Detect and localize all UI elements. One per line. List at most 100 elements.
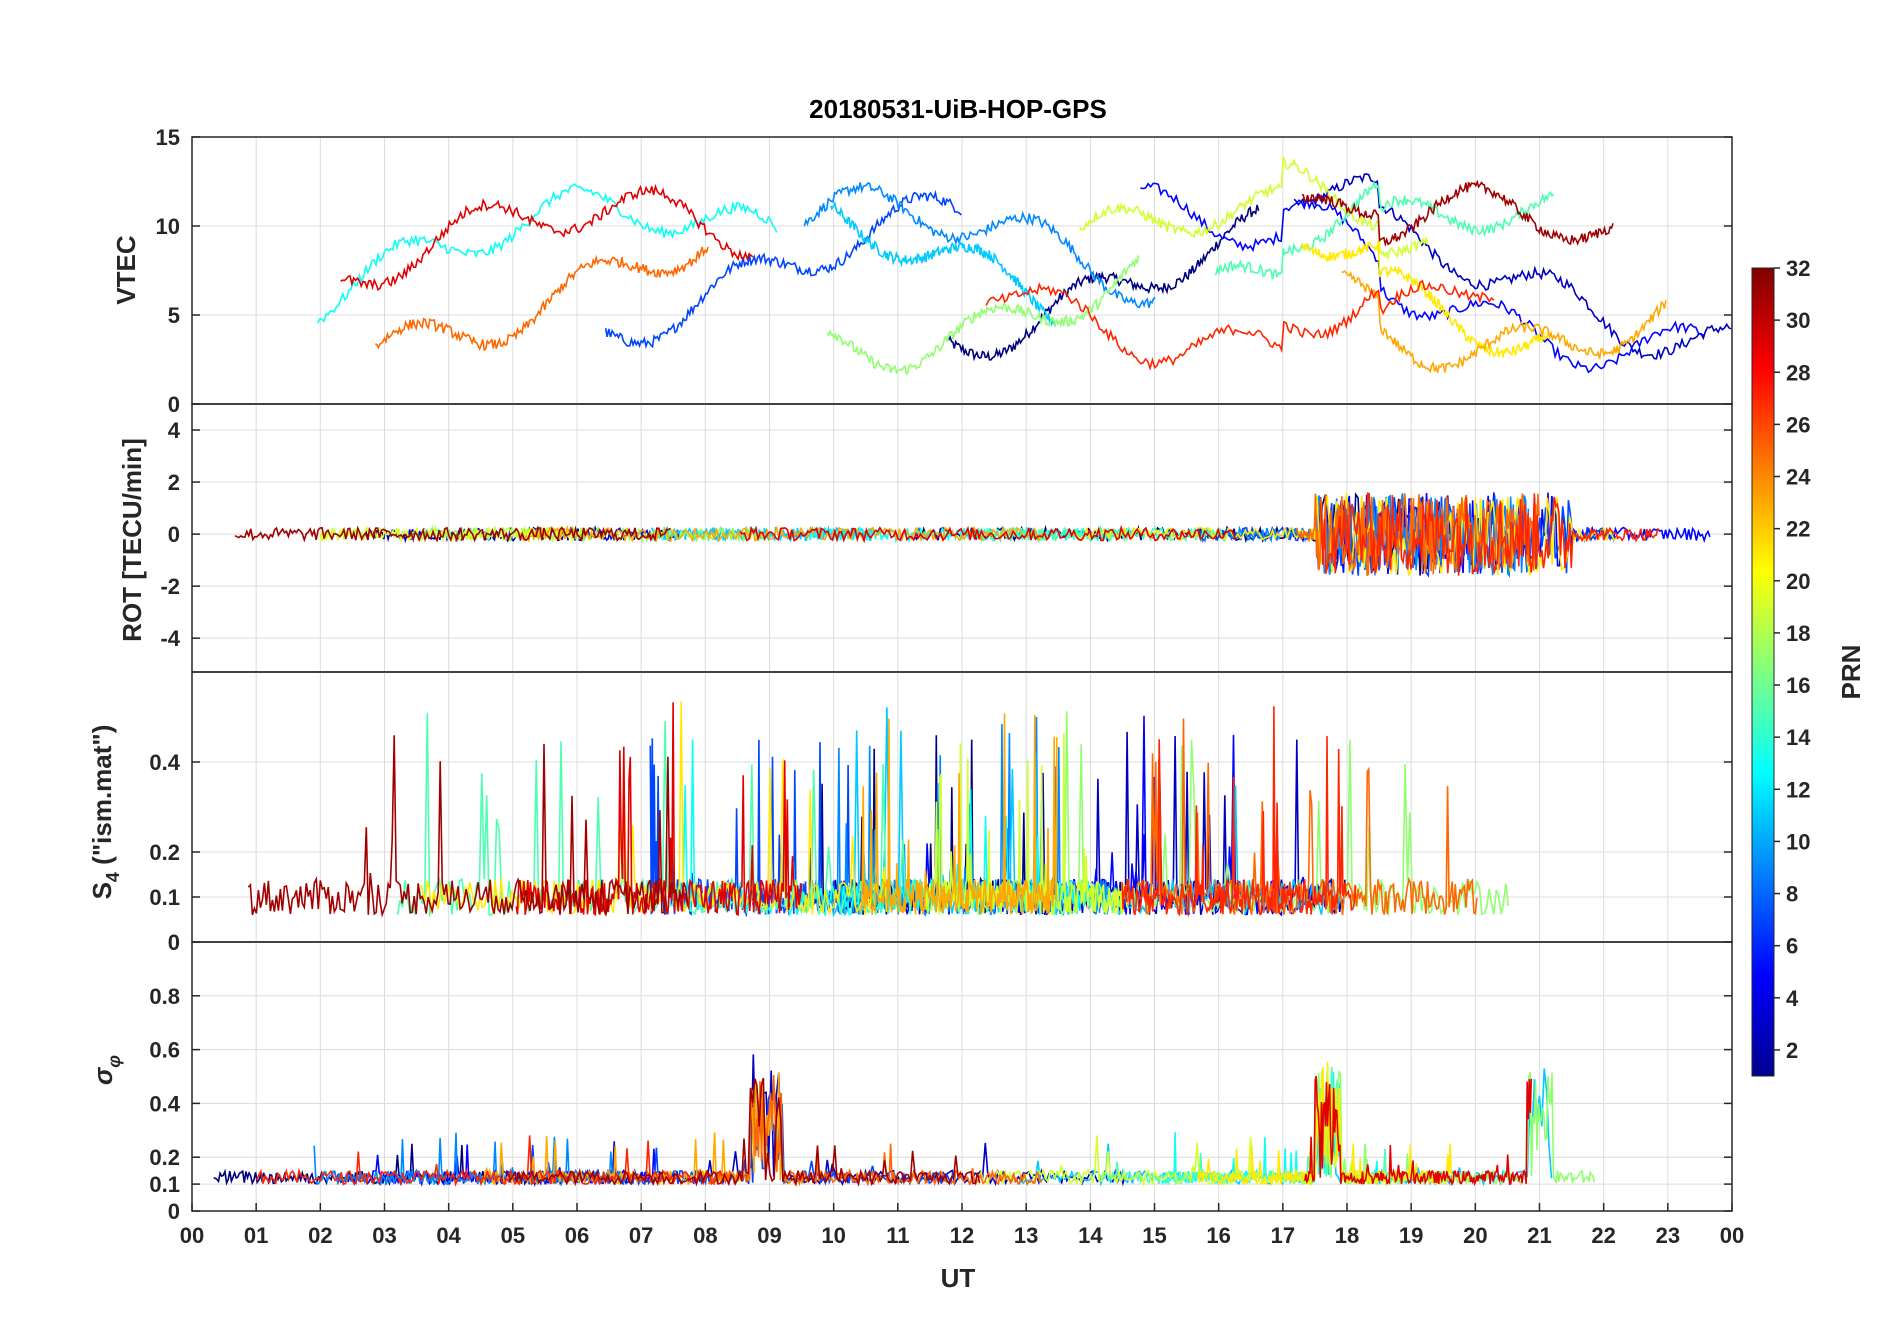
trace-prn [1304, 1075, 1533, 1187]
x-tick-label: 23 [1656, 1223, 1680, 1248]
trace-prn [860, 713, 1058, 915]
x-tick-label: 17 [1271, 1223, 1295, 1248]
s4-ylabel-main: S [87, 882, 117, 899]
x-tick-label: 04 [436, 1223, 461, 1248]
panel-sigma_phi: 00.10.2 0.4 0.6 0.8 [149, 941, 1733, 1224]
trace-prn [985, 279, 1495, 371]
colorbar-tick-label: 20 [1786, 569, 1810, 594]
x-tick-label: 15 [1142, 1223, 1166, 1248]
s4-ylabel-sub: 4 [103, 872, 123, 882]
x-tick-label: 16 [1206, 1223, 1230, 1248]
y-tick-label: 0.4 [149, 1091, 180, 1116]
trace-prn [503, 1077, 981, 1187]
y-tick-label: 0 [168, 1199, 180, 1224]
trace-prn [1214, 179, 1555, 280]
s4-ylabel-rest: ("ism.mat") [87, 725, 117, 872]
y-tick-label: 5 [168, 303, 180, 328]
y-tick-label: 4 [168, 418, 181, 443]
trace-prn [1319, 492, 1660, 576]
x-tick-label: 00 [180, 1223, 204, 1248]
trace-prn [830, 200, 1057, 328]
x-tick-label: 08 [693, 1223, 717, 1248]
vtec-ylabel: VTEC [111, 235, 141, 305]
y-tick-label: 0.6 [149, 1038, 180, 1063]
panel-s4: 0 0.1 0.2 0.4 [149, 671, 1733, 955]
trace-prn [396, 713, 944, 918]
trace-prn [1121, 706, 1357, 918]
x-tick-label: 01 [244, 1223, 268, 1248]
colorbar-tick-label: 14 [1786, 725, 1811, 750]
colorbar-tick-label: 24 [1786, 465, 1811, 490]
colorbar-tick-label: 22 [1786, 517, 1810, 542]
trace-prn [255, 1135, 723, 1187]
y-tick-label: 2 [168, 470, 180, 495]
x-axis: 00 01 02 03 04 05 06 07 08 09 10 11 12 13 14 15 16 17 18 19… [180, 1203, 1744, 1248]
series-sigma_phi [213, 1054, 1596, 1188]
trace-prn [1301, 240, 1550, 359]
y-tick-label: -2 [160, 574, 180, 599]
x-tick-label: 19 [1399, 1223, 1423, 1248]
trace-prn [803, 181, 1156, 309]
y-tick-label: 0 [168, 930, 180, 955]
trace-prn [1341, 270, 1667, 374]
y-tick-label: 15 [156, 125, 180, 150]
x-tick-label: 00 [1720, 1223, 1744, 1248]
series-vtec [316, 154, 1732, 376]
trace-prn [1079, 154, 1430, 261]
trace-prn [1197, 1061, 1456, 1188]
x-tick-label: 20 [1463, 1223, 1487, 1248]
trace-prn [1293, 173, 1732, 361]
rot-ylabel: ROT [TECU/min] [117, 438, 147, 642]
y-tick-label: 0 [168, 522, 180, 547]
y-tick-label: 0.1 [149, 885, 180, 910]
y-tick-label: 0.2 [149, 840, 180, 865]
colorbar-tick-label: 16 [1786, 673, 1810, 698]
x-tick-label: 13 [1014, 1223, 1038, 1248]
trace-prn [708, 1074, 1044, 1187]
colorbar-tick-label: 4 [1786, 986, 1799, 1011]
y-tick-label: 10 [156, 214, 180, 239]
x-tick-label: 18 [1335, 1223, 1359, 1248]
colorbar-tick-label: 18 [1786, 621, 1810, 646]
y-tick-label: -4 [160, 626, 180, 651]
trace-prn [978, 1070, 1470, 1188]
trace-prn [518, 524, 1050, 544]
y-tick-label: 0.4 [149, 750, 180, 775]
x-tick-label: 12 [950, 1223, 974, 1248]
trace-prn [340, 183, 754, 292]
sigma-ylabel: σφ [88, 1055, 124, 1085]
colorbar-tick-label: 8 [1786, 882, 1798, 907]
trace-prn [974, 525, 1227, 544]
colorbar-tick-label: 12 [1786, 777, 1810, 802]
colorbar-tick-label: 30 [1786, 308, 1810, 333]
x-tick-label: 10 [821, 1223, 845, 1248]
colorbar-label: PRN [1836, 645, 1866, 700]
trace-prn [1301, 179, 1614, 248]
x-tick-label: 09 [757, 1223, 781, 1248]
colorbar-tick-label: 10 [1786, 829, 1810, 854]
x-tick-label: 03 [372, 1223, 396, 1248]
trace-prn [234, 525, 672, 543]
trace-prn [247, 735, 689, 918]
colorbar-tick-label: 2 [1786, 1038, 1798, 1063]
colorbar-tick-label: 26 [1786, 412, 1810, 437]
trace-prn [375, 246, 709, 352]
x-axis-label: UT [941, 1263, 976, 1293]
x-tick-label: 07 [629, 1223, 653, 1248]
series-rot [234, 491, 1711, 578]
panel-vtec: 0 5 10 15 [156, 125, 1733, 417]
colorbar-tick-label: 32 [1786, 256, 1810, 281]
x-tick-label: 06 [565, 1223, 589, 1248]
colorbar [1751, 267, 1775, 1077]
y-tick-label: 0.2 [149, 1145, 180, 1170]
y-tick-label: 0.8 [149, 984, 180, 1009]
x-tick-label: 21 [1527, 1223, 1551, 1248]
trace-prn [1136, 718, 1478, 916]
trace-prn [947, 204, 1260, 362]
colorbar-tick-label: 28 [1786, 360, 1810, 385]
series-s4 [247, 701, 1510, 918]
x-tick-label: 14 [1078, 1223, 1103, 1248]
y-tick-label: 0 [168, 392, 180, 417]
